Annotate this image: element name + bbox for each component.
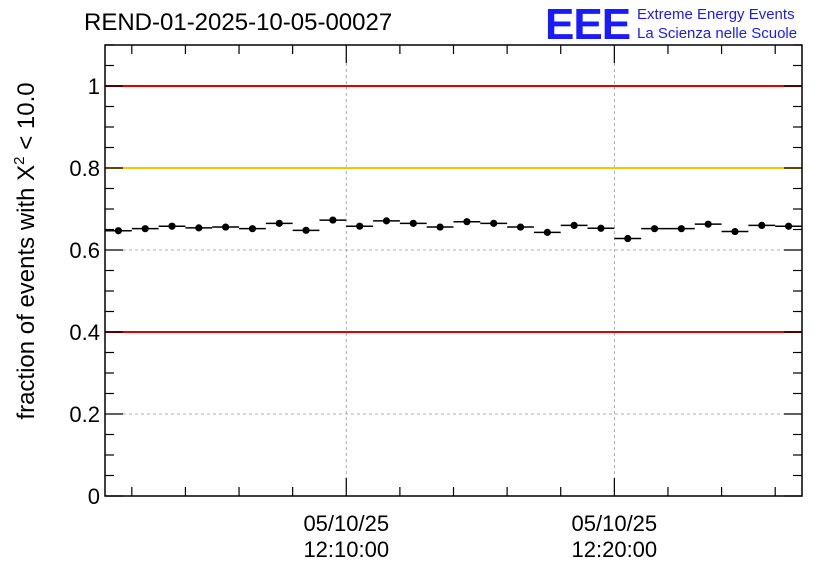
data-point bbox=[784, 222, 793, 230]
data-point bbox=[382, 217, 391, 225]
y-tick-label: 0.8 bbox=[69, 156, 100, 181]
y-tick-label: 0.6 bbox=[69, 238, 100, 263]
tick-labels: 00.20.40.60.8105/10/2512:10:0005/10/2512… bbox=[69, 74, 657, 562]
y-tick-label: 0.2 bbox=[69, 402, 100, 427]
x-tick-label-time: 12:20:00 bbox=[572, 537, 658, 562]
eee-logo-text: Extreme Energy Events La Scienza nelle S… bbox=[637, 5, 797, 43]
data-point bbox=[436, 223, 444, 231]
data-point bbox=[195, 224, 203, 232]
y-tick-label: 0.4 bbox=[69, 320, 100, 345]
y-axis-label: fraction of events with X2 < 10.0 bbox=[11, 82, 40, 419]
y-axis-label-chi-symbol: X bbox=[13, 165, 40, 181]
data-point bbox=[248, 225, 257, 233]
y-tick-label: 0 bbox=[88, 484, 100, 509]
y-axis-label-prefix: fraction of events with bbox=[13, 181, 40, 420]
y-tick-label: 1 bbox=[88, 74, 100, 99]
data-point bbox=[168, 222, 176, 230]
data-series bbox=[105, 216, 802, 243]
data-point bbox=[329, 216, 337, 224]
data-point bbox=[731, 227, 739, 236]
reference-lines bbox=[105, 85, 802, 333]
run-title: REND-01-2025-10-05-00027 bbox=[84, 9, 393, 36]
logo-line-2: La Scienza nelle Scuole bbox=[637, 25, 798, 42]
x-tick-label-time: 12:10:00 bbox=[303, 537, 389, 562]
data-point bbox=[758, 221, 766, 229]
data-point bbox=[222, 223, 230, 231]
axis-ticks bbox=[105, 44, 802, 497]
data-point bbox=[275, 219, 283, 227]
data-point bbox=[302, 226, 310, 234]
x-tick-label-date: 05/10/25 bbox=[303, 511, 389, 536]
data-point bbox=[650, 225, 659, 233]
x-tick-label-date: 05/10/25 bbox=[572, 511, 658, 536]
logo-line-1: Extreme Energy Events bbox=[637, 6, 795, 23]
y-axis-label-power: 2 bbox=[11, 156, 28, 164]
data-point bbox=[409, 219, 417, 227]
plot-frame bbox=[104, 44, 803, 497]
grid-layer bbox=[105, 45, 802, 496]
data-point bbox=[114, 227, 123, 235]
data-point bbox=[597, 224, 605, 232]
eee-logo-mark: EEE bbox=[545, 0, 631, 49]
data-point bbox=[624, 234, 632, 243]
data-point bbox=[356, 222, 364, 230]
data-point bbox=[141, 225, 149, 233]
data-point bbox=[704, 220, 712, 228]
y-axis-label-suffix: < 10.0 bbox=[13, 82, 40, 156]
eee-logo: EEE Extreme Energy Events La Scienza nel… bbox=[545, 2, 830, 48]
data-point bbox=[490, 219, 498, 227]
data-point bbox=[463, 218, 471, 226]
data-point bbox=[677, 225, 685, 233]
data-point bbox=[516, 223, 525, 231]
data-point bbox=[543, 228, 551, 236]
data-point bbox=[570, 221, 578, 229]
